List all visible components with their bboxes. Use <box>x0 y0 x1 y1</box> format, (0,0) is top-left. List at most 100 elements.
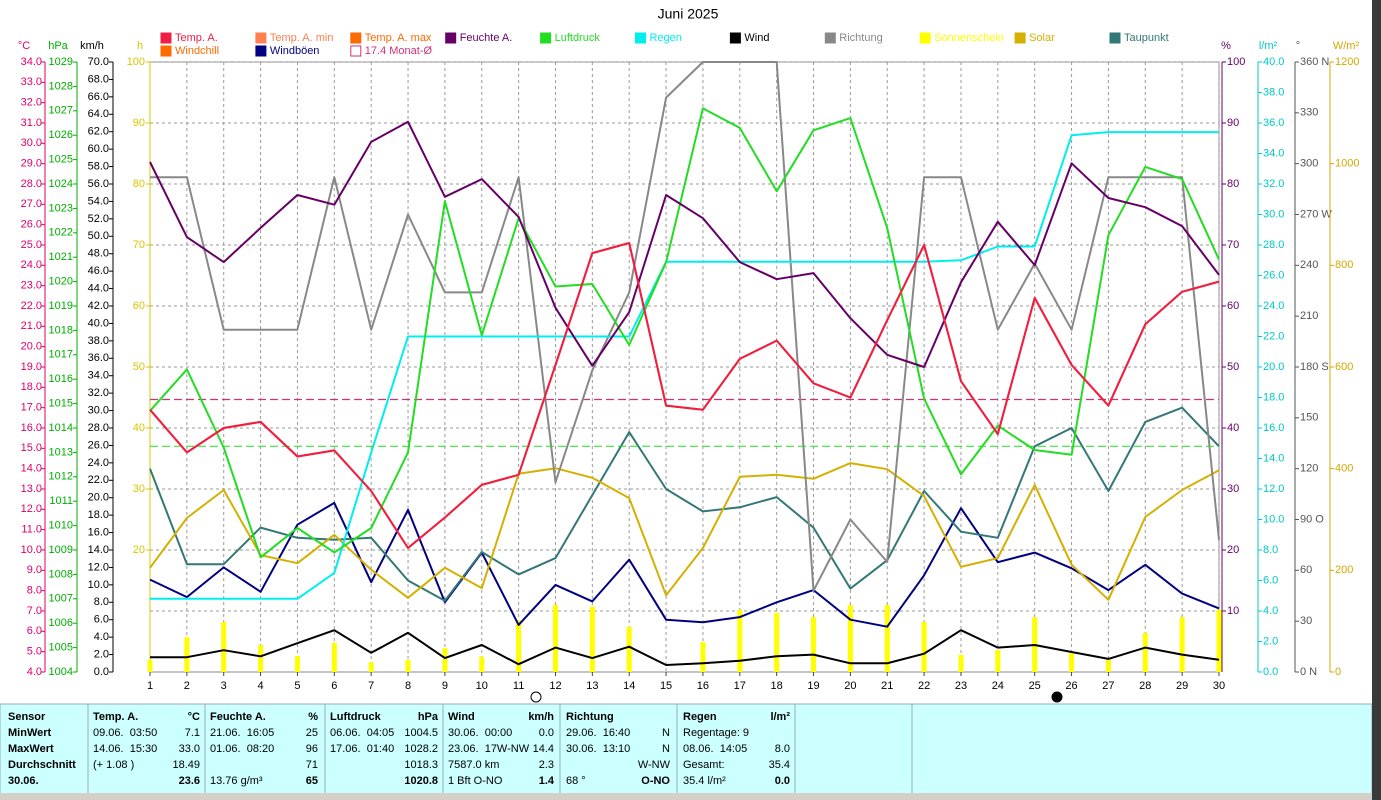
y-tick-label: 800 <box>1335 259 1353 271</box>
y-tick-label: 25.0 <box>21 239 42 251</box>
y-tick-label: 28.0 <box>1263 239 1284 251</box>
y-tick-label: 2.0 <box>94 648 109 660</box>
x-tick-label: 25 <box>1029 680 1041 692</box>
series-line <box>150 131 1219 600</box>
y-tick-label: 1012 <box>49 471 73 483</box>
y-tick-label: 42.0 <box>88 300 109 312</box>
y-tick-label: 8.0 <box>1263 544 1278 556</box>
stats-cell: 1004.5 <box>404 727 438 739</box>
y-tick-label: 32.0 <box>1263 178 1284 190</box>
y-tick-label: 38.0 <box>1263 86 1284 98</box>
sunshine-bar <box>1105 659 1111 672</box>
y-tick-label: 180 S <box>1300 361 1329 373</box>
y-tick-label: 120 <box>1300 463 1318 475</box>
y-tick-label: 22.0 <box>21 300 42 312</box>
y-tick-label: 16.0 <box>1263 422 1284 434</box>
y-tick-label: 30.0 <box>1263 208 1284 220</box>
y-tick-label: 400 <box>1335 463 1353 475</box>
y-tick-label: 24.0 <box>88 457 109 469</box>
y-tick-label: 8.0 <box>94 596 109 608</box>
y-tick-label: 1013 <box>49 446 73 458</box>
status-strip <box>0 793 1372 800</box>
legend-label: Solar <box>1029 32 1055 44</box>
y-tick-label: 48.0 <box>88 248 109 260</box>
legend-label: Regen <box>650 32 682 44</box>
y-tick-label: 17.0 <box>21 402 42 414</box>
sunshine-bar <box>589 606 595 672</box>
stats-cell: 09.06. 03:50 <box>93 727 157 739</box>
legend-swatch <box>919 32 931 44</box>
x-tick-label: 20 <box>844 680 856 692</box>
y-tick-label: 10 <box>1227 605 1239 617</box>
y-tick-label: 20.0 <box>21 341 42 353</box>
stats-cell: 23.6 <box>179 775 200 787</box>
stats-cell: 33.0 <box>179 743 200 755</box>
legend-label: Richtung <box>839 32 882 44</box>
sunshine-bar <box>921 621 927 672</box>
stats-cell: N <box>662 743 670 755</box>
y-tick-label: 29.0 <box>21 158 42 170</box>
stats-header: Luftdruck <box>330 711 382 723</box>
chart-title: Juni 2025 <box>658 6 719 22</box>
y-tick-label: 50.0 <box>88 230 109 242</box>
x-tick-label: 5 <box>294 680 300 692</box>
y-tick-label: 24.0 <box>21 259 42 271</box>
y-tick-label: 44.0 <box>88 282 109 294</box>
x-tick-label: 22 <box>918 680 930 692</box>
side-edge <box>1372 0 1381 800</box>
x-tick-label: 15 <box>660 680 672 692</box>
axis-unit: hPa <box>48 40 68 52</box>
axis-unit: °C <box>18 40 30 52</box>
y-tick-label: 1021 <box>49 251 73 263</box>
y-tick-label: 1027 <box>49 105 73 117</box>
stats-cell: (+ 1.08 ) <box>93 759 134 771</box>
stats-cell: 0.0 <box>539 727 554 739</box>
series-line <box>150 629 1220 666</box>
y-tick-label: 26.0 <box>1263 269 1284 281</box>
y-tick-label: 1026 <box>49 129 73 141</box>
stats-cell: 1018.3 <box>404 759 438 771</box>
axis-unit: ° <box>1296 40 1300 52</box>
legend-label: Feuchte A. <box>460 32 513 44</box>
stats-cell: 25 <box>306 727 318 739</box>
y-tick-label: 210 <box>1300 310 1318 322</box>
stats-cell: 30.06. 00:00 <box>448 727 512 739</box>
y-tick-label: 0.0 <box>94 666 109 678</box>
y-tick-label: 90 O <box>1300 513 1324 525</box>
sunshine-bar <box>1142 632 1148 672</box>
axis-unit: % <box>1221 40 1231 52</box>
y-tick-label: 0.0 <box>1263 666 1278 678</box>
legend-swatch <box>824 32 836 44</box>
y-tick-label: 14.0 <box>88 544 109 556</box>
y-tick-label: 1016 <box>49 373 73 385</box>
sunshine-bar <box>958 654 964 672</box>
y-tick-label: 1024 <box>49 178 73 190</box>
y-tick-label: 30 <box>133 483 145 495</box>
y-tick-label: 1004 <box>49 666 73 678</box>
x-tick-label: 1 <box>147 680 153 692</box>
sunshine-bar <box>442 648 448 672</box>
y-tick-label: 0 N <box>1300 666 1317 678</box>
x-tick-label: 14 <box>623 680 635 692</box>
stats-cell: MaxWert <box>8 743 54 755</box>
y-tick-label: 6.0 <box>27 625 42 637</box>
stats-cell: 30.06. 13:10 <box>566 743 630 755</box>
stats-cell: 7.1 <box>185 727 200 739</box>
stats-header: °C <box>188 711 200 723</box>
y-tick-label: 4.0 <box>27 666 42 678</box>
x-tick-label: 4 <box>258 680 264 692</box>
x-tick-label: 12 <box>549 680 561 692</box>
y-tick-label: 4.0 <box>94 631 109 643</box>
y-tick-label: 0 <box>1335 666 1341 678</box>
y-tick-label: 38.0 <box>88 335 109 347</box>
y-tick-label: 28.0 <box>88 422 109 434</box>
y-tick-label: 15.0 <box>21 442 42 454</box>
sunshine-bar <box>1216 609 1222 672</box>
legend-label: Temp. A. max <box>365 32 432 44</box>
stats-cell: 2.3 <box>539 759 554 771</box>
axis-unit: W/m² <box>1333 40 1360 52</box>
y-tick-label: 70 <box>1227 239 1239 251</box>
y-tick-label: 27.0 <box>21 198 42 210</box>
stats-cell: 23.06. 17W-NW <box>448 743 530 755</box>
